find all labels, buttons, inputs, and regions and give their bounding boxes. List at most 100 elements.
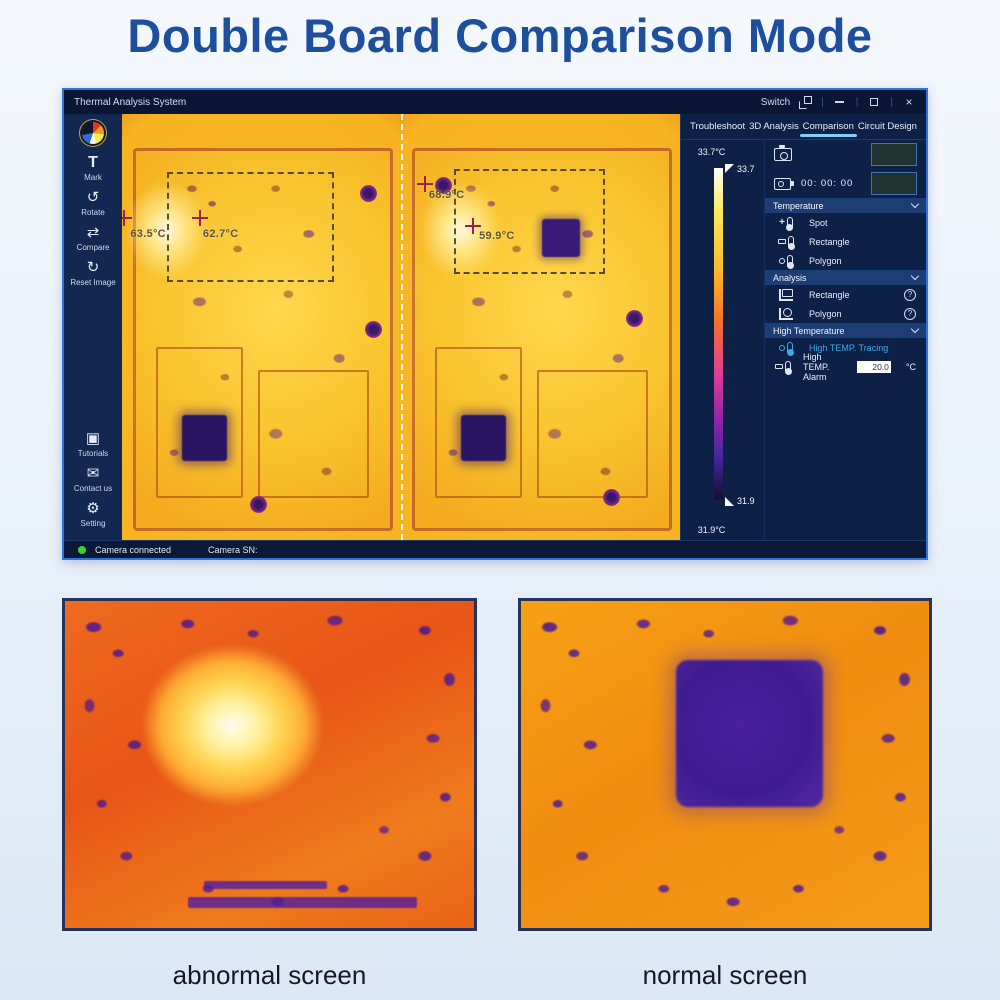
tool-sidebar: T Mark ↺ Rotate ⇄ Compare ↻ Reset Image … [64, 114, 122, 540]
sidebar-item-mark[interactable]: T Mark [84, 155, 102, 182]
close-button[interactable]: × [905, 95, 913, 109]
tab-3d-analysis[interactable]: 3D Analysis [749, 121, 799, 132]
sidebar-item-compare[interactable]: ⇄ Compare [77, 225, 110, 252]
connection-status-label: Camera connected [95, 544, 172, 555]
spot-label: Spot [809, 217, 828, 228]
panel-tabs: Troubleshoot 3D Analysis Comparison Circ… [681, 114, 926, 140]
overheating-glow [118, 623, 348, 827]
compare-icon: ⇄ [86, 224, 100, 241]
analysis-item-polygon[interactable]: Polygon ? [765, 304, 926, 323]
screw-hole [359, 185, 377, 203]
tab-circuit-design[interactable]: Circuit Design [857, 121, 917, 132]
thermometer-icon [786, 217, 794, 231]
high-temp-alarm-row[interactable]: High TEMP. Alarm °C [765, 352, 926, 382]
page-title: Double Board Comparison Mode [127, 9, 873, 62]
thermal-image-left-board[interactable] [122, 114, 401, 540]
section-analysis-title: Analysis [773, 272, 807, 283]
setting-label: Setting [80, 519, 106, 528]
window-titlebar: Thermal Analysis System Switch | | | × [64, 90, 926, 114]
contact-label: Contact us [73, 484, 113, 493]
spot-temp-label: 63.5°C [130, 228, 166, 241]
tutorials-label: Tutorials [77, 449, 109, 458]
colorbar-min-label: 31.9°C [697, 525, 726, 535]
thermal-image-right-board[interactable] [401, 114, 680, 540]
comparison-divider [401, 114, 403, 540]
chip-shadow [541, 219, 580, 257]
sidebar-item-rotate[interactable]: ↺ Rotate [81, 190, 105, 217]
reset-image-label: Reset Image [70, 278, 116, 287]
screw-hole [626, 309, 644, 327]
compare-label: Compare [76, 243, 110, 252]
colorbar-min-tick: 31.9 [737, 496, 755, 506]
rectangle-icon [775, 364, 783, 369]
plus-icon: + [779, 217, 785, 228]
comparison-roi-right[interactable] [454, 169, 605, 274]
spot-marker[interactable] [122, 209, 133, 226]
help-icon[interactable]: ? [904, 307, 916, 320]
settings-icon: ⚙ [86, 500, 100, 517]
colorbar-max-marker: 33.7 [725, 164, 755, 174]
spot-temp-label: 62.7°C [202, 228, 239, 241]
temperature-item-rectangle[interactable]: Rectangle [765, 232, 926, 251]
section-temperature[interactable]: Temperature [765, 198, 926, 213]
sidebar-item-tutorials[interactable]: ▣ Tutorials [78, 431, 108, 458]
palette-icon[interactable] [82, 122, 104, 144]
spot-marker[interactable] [191, 209, 208, 226]
sidebar-item-reset-image[interactable]: ↻ Reset Image [70, 260, 115, 287]
chevron-down-icon [910, 199, 920, 209]
snapshot-row [765, 140, 926, 169]
contact-icon: ✉ [86, 465, 100, 482]
abnormal-screen-image [62, 598, 477, 931]
mark-label: Mark [84, 173, 102, 182]
analysis-item-rectangle[interactable]: Rectangle ? [765, 285, 926, 304]
spot-marker[interactable] [416, 175, 433, 192]
alarm-threshold-input[interactable] [856, 360, 891, 373]
tab-comparison[interactable]: Comparison [799, 115, 858, 138]
comparison-roi-left[interactable] [166, 171, 335, 283]
spot-temp-label: 59.9°C [479, 230, 515, 243]
thermometer-icon [786, 255, 794, 269]
colorbar-max-label: 33.7°C [697, 147, 726, 157]
sidebar-item-setting[interactable]: ⚙ Setting [81, 501, 106, 528]
temperature-item-spot[interactable]: + Spot [765, 213, 926, 232]
camera-icon[interactable] [774, 145, 792, 161]
temperature-colorbar: 33.7°C 33.7 31.9 31.9°C [681, 140, 765, 540]
temperature-item-polygon[interactable]: Polygon [765, 251, 926, 270]
normal-screen-image [518, 598, 932, 931]
connection-status-dot [78, 545, 86, 554]
analysis-polygon-label: Polygon [809, 308, 842, 319]
tab-troubleshoot[interactable]: Troubleshoot [690, 121, 746, 132]
analysis-polygon-icon [779, 307, 793, 320]
record-row: 00: 00: 00 [765, 169, 926, 198]
status-bar: Camera connected Camera SN: [64, 540, 926, 558]
analysis-rectangle-icon [779, 288, 793, 301]
screw-hole [435, 177, 453, 195]
spot-temp-label: 68.9°C [428, 188, 465, 201]
board-region [435, 347, 522, 499]
maximize-button[interactable] [867, 97, 881, 108]
help-icon[interactable]: ? [904, 288, 916, 301]
minimize-button[interactable] [833, 97, 847, 108]
rotate-icon: ↺ [86, 189, 100, 206]
switch-icon[interactable] [799, 95, 813, 109]
video-record-icon[interactable] [774, 177, 794, 190]
board-region [257, 369, 370, 499]
section-high-temperature-title: High Temperature [773, 325, 845, 336]
board-region [536, 369, 649, 499]
spot-marker[interactable] [465, 217, 482, 234]
thermal-viewer[interactable]: 63.5°C 62.7°C 68.9°C 59.9°C [122, 114, 680, 540]
section-analysis[interactable]: Analysis [765, 270, 926, 285]
snapshot-thumbnail[interactable] [871, 143, 917, 166]
sidebar-item-contact-us[interactable]: ✉ Contact us [74, 466, 112, 493]
hot-zone [126, 181, 208, 280]
titlebar-divider: | [890, 96, 893, 108]
high-temp-tracing-row[interactable]: High TEMP. Tracing [765, 338, 926, 357]
section-temperature-title: Temperature [773, 200, 824, 211]
rectangle-icon [778, 239, 786, 244]
section-high-temperature[interactable]: High Temperature [765, 323, 926, 338]
alarm-unit-label: °C [905, 361, 916, 372]
thermometer-icon [784, 361, 792, 375]
switch-label[interactable]: Switch [760, 96, 791, 108]
caption-abnormal: abnormal screen [172, 960, 367, 990]
record-thumbnail[interactable] [871, 172, 917, 195]
